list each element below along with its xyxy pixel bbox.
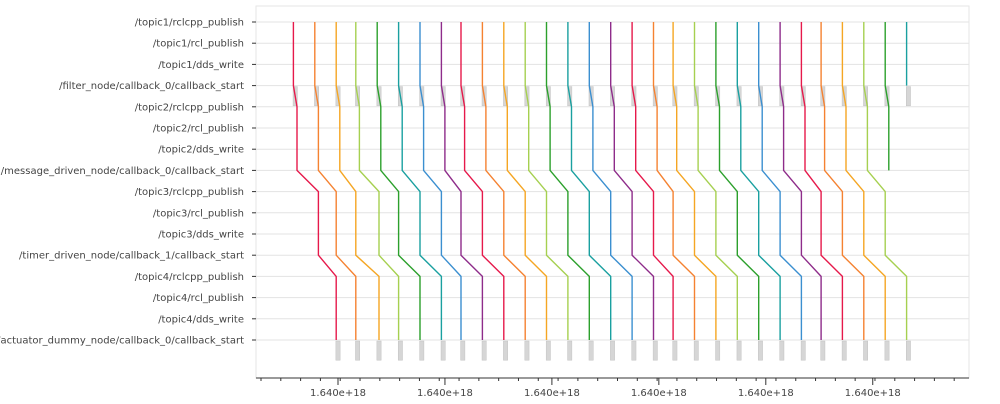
series-line-7 bbox=[440, 22, 484, 340]
callback-span-53 bbox=[820, 340, 826, 361]
series-line-13 bbox=[567, 22, 612, 340]
callback-span-34 bbox=[419, 340, 425, 361]
callback-span-44 bbox=[631, 340, 637, 361]
grid-lines bbox=[256, 21, 969, 341]
callback-span-52 bbox=[800, 340, 806, 361]
series-line-16 bbox=[631, 22, 674, 340]
y-tick-label-12: /topic4/rclcpp_publish bbox=[135, 272, 244, 283]
y-tick-label-0: /topic1/rclcpp_publish bbox=[135, 18, 244, 29]
y-tick-label-14: /topic4/dds_write bbox=[158, 314, 244, 325]
callback-span-36 bbox=[460, 340, 466, 361]
series-line-1 bbox=[314, 22, 357, 340]
callback-span-51 bbox=[779, 340, 785, 361]
y-tick-label-8: /topic3/rclcpp_publish bbox=[135, 187, 244, 198]
y-axis-labels: /topic1/rclcpp_publish/topic1/rcl_publis… bbox=[0, 18, 256, 347]
y-tick-label-4: /topic2/rclcpp_publish bbox=[135, 102, 244, 113]
callback-span-46 bbox=[672, 340, 678, 361]
series-line-9 bbox=[481, 22, 526, 340]
series-line-12 bbox=[545, 22, 590, 340]
series-line-26 bbox=[841, 22, 886, 340]
callback-span-41 bbox=[567, 340, 573, 361]
series-line-3 bbox=[355, 22, 400, 340]
callback-span-54 bbox=[841, 340, 847, 361]
y-tick-label-3: /filter_node/callback_0/callback_start bbox=[59, 81, 244, 92]
series-line-22 bbox=[758, 22, 803, 340]
callback-span-45 bbox=[652, 340, 658, 361]
series-line-10 bbox=[503, 22, 548, 340]
callback-span-32 bbox=[376, 340, 382, 361]
y-tick-label-10: /topic3/dds_write bbox=[158, 230, 244, 241]
callback-span-50 bbox=[758, 340, 763, 361]
callback-span-42 bbox=[588, 340, 594, 361]
series-line-8 bbox=[460, 22, 505, 340]
series-line-5 bbox=[397, 22, 443, 340]
callback-span-38 bbox=[503, 340, 508, 361]
x-tick-label-5: 1.640e+18 bbox=[845, 388, 901, 399]
x-tick-label-0: 1.640e+18 bbox=[310, 388, 366, 399]
y-tick-label-13: /topic4/rcl_publish bbox=[153, 293, 244, 304]
x-tick-label-1: 1.640e+18 bbox=[417, 388, 473, 399]
callback-span-30 bbox=[335, 340, 341, 361]
callback-span-57 bbox=[906, 340, 911, 361]
x-tick-label-2: 1.640e+18 bbox=[524, 388, 580, 399]
callback-span-39 bbox=[524, 340, 530, 361]
series-line-24 bbox=[800, 22, 844, 340]
y-tick-label-6: /topic2/dds_write bbox=[158, 145, 244, 156]
series-line-17 bbox=[652, 22, 696, 340]
series-line-20 bbox=[715, 22, 760, 340]
callback-span-40 bbox=[545, 340, 551, 361]
callback-span-55 bbox=[863, 340, 869, 361]
callback-span-49 bbox=[736, 340, 742, 361]
callback-span-47 bbox=[693, 340, 699, 361]
callback-span-35 bbox=[440, 340, 446, 361]
y-tick-label-15: /actuator_dummy_node/callback_0/callback… bbox=[0, 336, 244, 347]
series-line-25 bbox=[820, 22, 865, 340]
callback-span-48 bbox=[715, 340, 721, 361]
series-line-23 bbox=[779, 22, 822, 340]
y-tick-label-11: /timer_driven_node/callback_1/callback_s… bbox=[19, 251, 244, 262]
series-line-19 bbox=[693, 22, 738, 340]
callback-span-33 bbox=[397, 340, 403, 361]
series-line-4 bbox=[376, 22, 421, 340]
series-line-18 bbox=[672, 22, 717, 340]
series-line-15 bbox=[610, 22, 655, 340]
callback-span-31 bbox=[355, 340, 360, 361]
callback-span-29 bbox=[906, 86, 911, 107]
series-line-2 bbox=[335, 22, 380, 340]
y-tick-label-5: /topic2/rcl_publish bbox=[153, 124, 244, 135]
series-line-27 bbox=[863, 22, 908, 340]
series-line-28 bbox=[884, 22, 890, 171]
series-line-14 bbox=[588, 22, 633, 340]
callback-span-43 bbox=[610, 340, 615, 361]
x-tick-label-4: 1.640e+18 bbox=[738, 388, 794, 399]
callback-span-56 bbox=[884, 340, 890, 361]
series-line-6 bbox=[419, 22, 462, 340]
y-tick-label-2: /topic1/dds_write bbox=[158, 60, 244, 71]
x-tick-label-3: 1.640e+18 bbox=[631, 388, 687, 399]
series-lines bbox=[292, 22, 908, 340]
callback-span-37 bbox=[481, 340, 487, 361]
series-line-21 bbox=[736, 22, 781, 340]
series-line-0 bbox=[292, 22, 337, 340]
y-tick-label-7: /message_driven_node/callback_0/callback… bbox=[1, 166, 244, 177]
y-tick-label-1: /topic1/rcl_publish bbox=[153, 39, 244, 50]
y-tick-label-9: /topic3/rcl_publish bbox=[153, 208, 244, 219]
x-axis-ticks: 1.640e+18 1.640e+18 1.640e+18 1.640e+18 1.64… bbox=[260, 378, 955, 399]
series-line-11 bbox=[524, 22, 569, 340]
